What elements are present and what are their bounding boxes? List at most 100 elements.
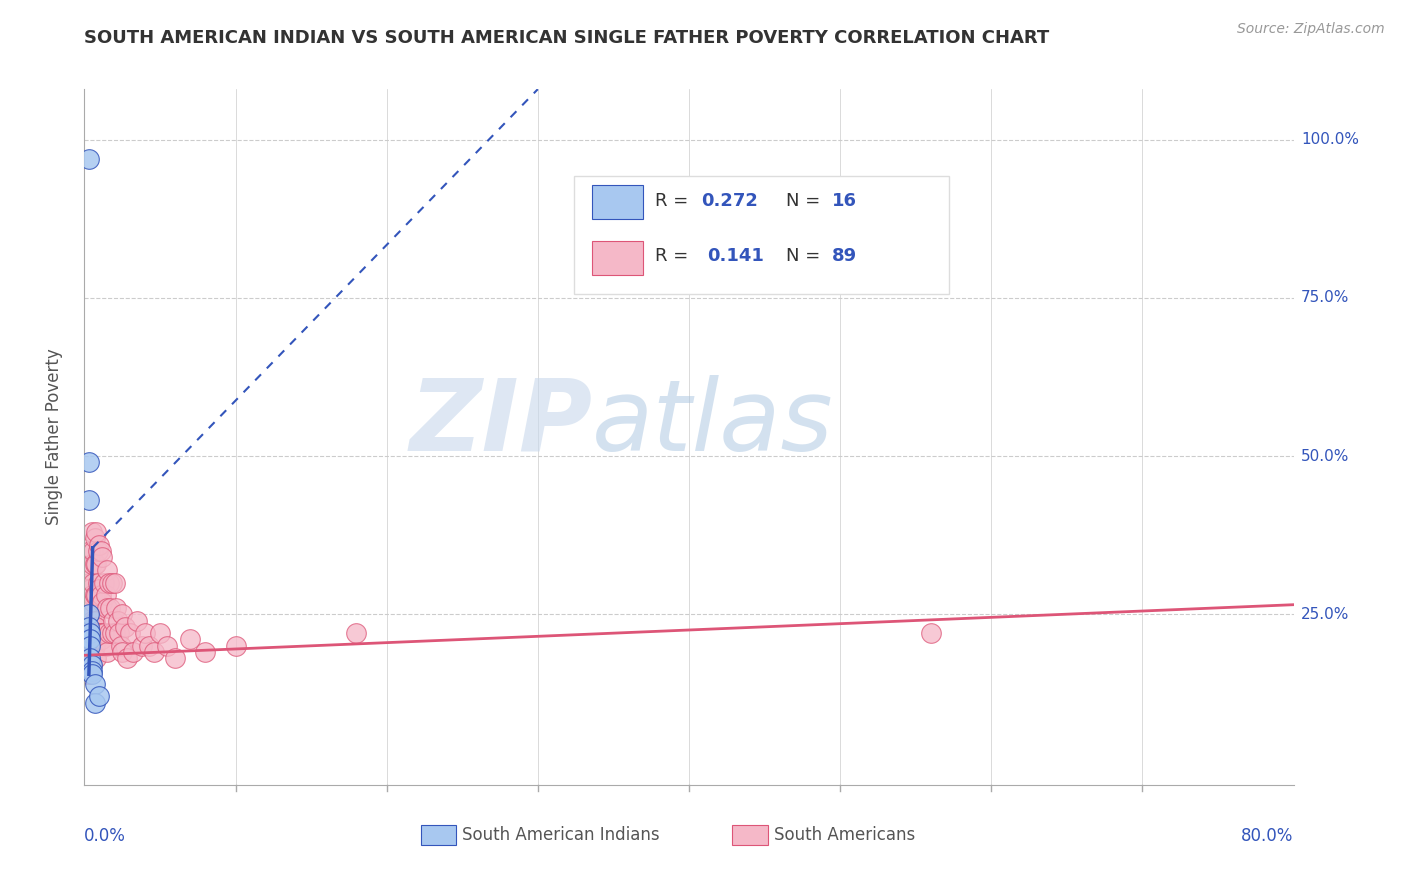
Point xyxy=(87,626,110,640)
Point xyxy=(77,594,100,608)
Point xyxy=(80,632,103,647)
FancyBboxPatch shape xyxy=(733,825,768,846)
Point xyxy=(82,645,104,659)
Point xyxy=(80,657,103,672)
Point xyxy=(79,626,101,640)
Point xyxy=(87,575,110,590)
FancyBboxPatch shape xyxy=(420,825,456,846)
Point xyxy=(77,607,100,622)
Text: SOUTH AMERICAN INDIAN VS SOUTH AMERICAN SINGLE FATHER POVERTY CORRELATION CHART: SOUTH AMERICAN INDIAN VS SOUTH AMERICAN … xyxy=(84,29,1050,47)
Point xyxy=(77,455,100,469)
Text: Single Father Poverty: Single Father Poverty xyxy=(45,349,63,525)
Point xyxy=(84,677,107,691)
Point xyxy=(346,626,368,640)
Point xyxy=(82,575,104,590)
Point xyxy=(93,626,115,640)
Point xyxy=(79,600,101,615)
Point xyxy=(79,657,101,672)
Point xyxy=(179,632,201,647)
Text: 0.141: 0.141 xyxy=(707,247,763,265)
Point xyxy=(77,632,100,647)
Point xyxy=(96,600,118,615)
Point xyxy=(79,639,101,653)
Point xyxy=(115,651,138,665)
Point xyxy=(111,607,134,622)
Text: South American Indians: South American Indians xyxy=(461,826,659,844)
Point xyxy=(79,626,101,640)
Point xyxy=(91,594,114,608)
Point xyxy=(107,614,129,628)
Point xyxy=(76,667,98,681)
Point xyxy=(77,651,100,665)
Point xyxy=(79,632,101,647)
Point xyxy=(100,575,122,590)
Point xyxy=(90,544,112,558)
Point xyxy=(80,557,103,571)
Point xyxy=(96,645,118,659)
Point xyxy=(84,588,107,602)
Point xyxy=(90,588,112,602)
Point xyxy=(165,651,187,665)
Text: 0.0%: 0.0% xyxy=(84,827,127,845)
Point xyxy=(98,600,121,615)
Point xyxy=(90,626,112,640)
Text: N =: N = xyxy=(786,247,825,265)
Point xyxy=(97,626,120,640)
Point xyxy=(86,524,108,539)
Point xyxy=(79,639,101,653)
Point xyxy=(920,626,942,640)
Point xyxy=(77,645,100,659)
Point xyxy=(156,639,179,653)
Text: 89: 89 xyxy=(831,247,856,265)
Point xyxy=(96,563,118,577)
Point xyxy=(76,657,98,672)
Point xyxy=(80,664,103,678)
Text: N =: N = xyxy=(786,192,825,210)
Point xyxy=(77,607,100,622)
Point xyxy=(94,639,117,653)
Text: 80.0%: 80.0% xyxy=(1241,827,1294,845)
Point xyxy=(114,620,136,634)
Point xyxy=(108,626,131,640)
Point xyxy=(80,524,103,539)
Point xyxy=(76,645,98,659)
Point xyxy=(89,582,111,596)
Point xyxy=(100,626,122,640)
Text: R =: R = xyxy=(655,247,700,265)
Point xyxy=(89,538,111,552)
Point xyxy=(77,152,100,166)
Point xyxy=(105,600,128,615)
Point xyxy=(82,620,104,634)
Point xyxy=(86,651,108,665)
Point xyxy=(77,632,100,647)
Point xyxy=(80,667,103,681)
Point xyxy=(91,550,114,565)
Text: 100.0%: 100.0% xyxy=(1301,132,1360,147)
Point xyxy=(84,696,107,710)
Point xyxy=(104,626,127,640)
Point xyxy=(89,690,111,704)
Point xyxy=(104,575,127,590)
FancyBboxPatch shape xyxy=(592,241,643,275)
Point xyxy=(91,632,114,647)
Point xyxy=(101,614,124,628)
Point xyxy=(86,557,108,571)
Point xyxy=(110,639,132,653)
Point xyxy=(87,544,110,558)
Text: 50.0%: 50.0% xyxy=(1301,449,1350,464)
Point xyxy=(80,588,103,602)
Point xyxy=(80,657,103,672)
Text: ZIP: ZIP xyxy=(409,375,592,472)
Point xyxy=(86,588,108,602)
Point xyxy=(89,626,111,640)
Point xyxy=(82,544,104,558)
Point xyxy=(118,626,141,640)
Point xyxy=(79,544,101,558)
Text: atlas: atlas xyxy=(592,375,834,472)
FancyBboxPatch shape xyxy=(592,186,643,219)
Text: R =: R = xyxy=(655,192,695,210)
Point xyxy=(82,594,104,608)
Text: 25.0%: 25.0% xyxy=(1301,607,1350,622)
Point xyxy=(127,614,149,628)
Text: 16: 16 xyxy=(831,192,856,210)
